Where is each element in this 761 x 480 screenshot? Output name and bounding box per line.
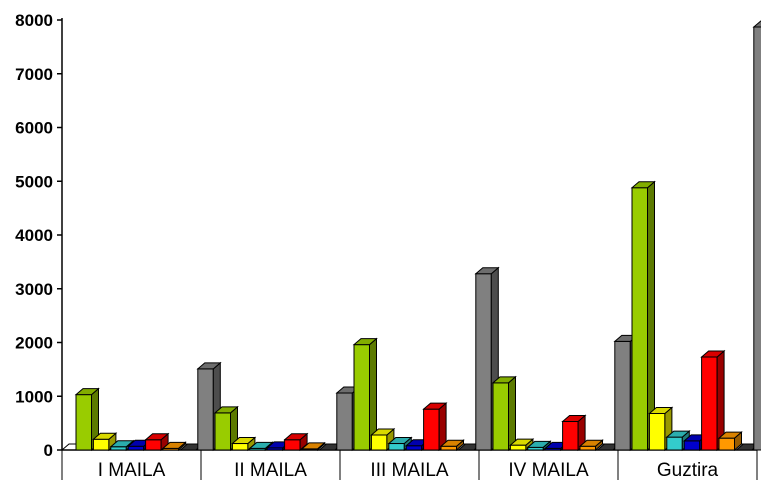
bar-front [284,439,301,451]
bar [491,375,517,452]
bar [352,337,378,452]
bar-front [701,356,718,451]
bars [74,20,761,452]
bar-front [353,344,370,451]
bar [92,432,118,452]
bar-front [718,437,735,451]
bar-front [145,439,162,451]
bar-front [423,408,440,451]
y-tick-label: 8000 [15,11,53,30]
y-tick-label: 6000 [15,119,53,138]
bar-front [753,26,761,451]
bar-top [231,437,257,445]
bar [144,432,170,452]
bar-front [509,444,527,451]
bar-top [109,440,135,448]
bar-front [388,443,405,451]
bar-front [683,440,701,451]
bar-top [213,406,239,414]
bar-top [630,181,656,189]
bar-top [74,388,100,396]
bar-top [526,440,552,448]
bar-front [92,438,110,451]
y-tick-label: 2000 [15,334,53,353]
y-tick-label: 3000 [15,280,53,299]
bar-front [648,412,666,451]
bar-front [631,187,648,451]
bar-front [440,445,457,451]
bar-top [665,430,691,438]
bar-top [439,439,465,447]
bar [283,432,309,452]
bar [196,361,222,452]
bar [300,441,326,452]
bar-top [752,20,761,28]
y-tick-label: 4000 [15,226,53,245]
bar-side [508,375,516,452]
bar [578,439,604,452]
bar [161,441,187,452]
bar-front [475,273,492,451]
bar-front [197,368,214,451]
bar-top [387,437,413,445]
y-tick-label: 7000 [15,65,53,84]
bar-top [422,402,448,410]
bar [717,431,743,452]
bar-top [352,338,378,346]
bar-top [283,433,309,441]
x-category-label: III MAILA [370,460,448,480]
bar-front [666,436,683,451]
bar-top [561,415,587,423]
bar-top [491,376,517,384]
y-tick-label: 5000 [15,172,53,191]
bar-top [92,432,118,440]
bar-top [700,350,726,358]
bar-top [578,439,604,447]
bar-front [75,394,92,451]
y-tick-label: 1000 [15,387,53,406]
x-category-label: Guztira [657,460,719,480]
bar-front [214,412,231,451]
bar-front [614,340,631,451]
bar-top [144,433,170,441]
bar [630,180,656,452]
bar [700,349,726,452]
x-category-label: I MAILA [98,460,166,480]
bar-top [300,442,326,450]
bar-front [370,434,388,451]
bar [439,439,465,452]
bar-top [196,362,222,370]
y-tick-label: 0 [44,441,53,460]
bar [74,387,100,452]
bar [752,20,761,451]
bar [561,414,587,452]
bar-front [336,392,353,451]
bar-top [509,438,535,446]
bar-top [248,441,274,449]
bar-top [474,267,500,275]
bar-front [579,445,596,451]
bar [422,402,448,452]
bar-top [161,441,187,449]
bar-top [648,406,674,414]
bar-top [370,428,396,436]
x-category-label: IV MAILA [508,460,589,480]
bar-front [405,445,423,451]
bar-front [562,421,579,451]
bar-front [127,445,145,451]
bar [526,440,552,452]
bar-top [717,431,743,439]
labels: 0 1000 2000 3000 4000 5000 6000 7000 8000 I MAILA… [15,11,718,480]
bar-front [231,443,249,451]
bar-front [492,382,509,451]
x-category-label: II MAILA [234,460,307,480]
